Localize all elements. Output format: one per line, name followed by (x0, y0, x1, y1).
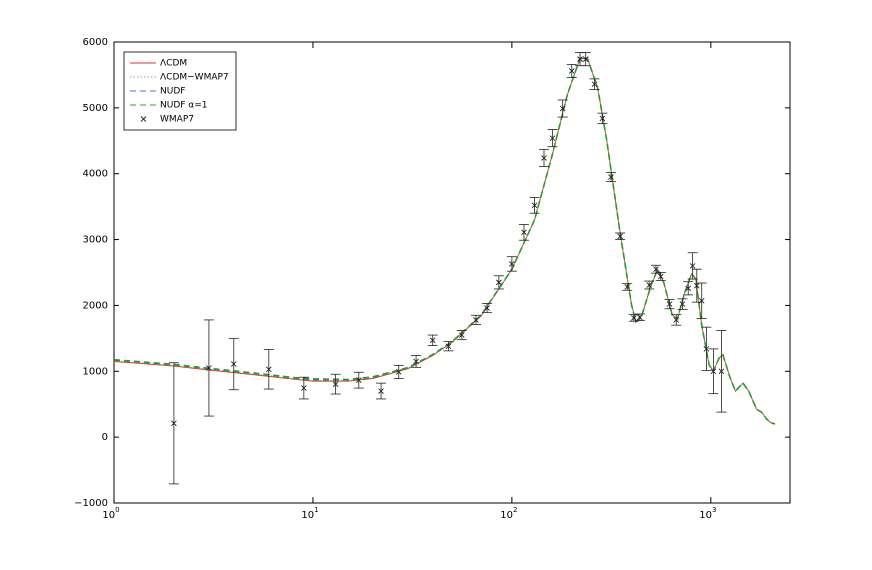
data-point (679, 301, 686, 307)
y-tick-label: 2000 (83, 300, 108, 311)
x-tick-label: 100 (102, 506, 119, 521)
y-tick-label: −1000 (74, 498, 108, 509)
data-point (653, 266, 659, 273)
data-point (206, 365, 212, 371)
x-tick-base: 10 (699, 510, 712, 521)
data-point (693, 282, 700, 289)
data-point (395, 369, 402, 375)
data-point (689, 263, 696, 269)
x-tick-exponent: 1 (314, 506, 318, 514)
data-point (577, 56, 583, 62)
y-tick-label: 3000 (83, 235, 108, 246)
y-tick-label: 6000 (83, 37, 108, 48)
data-point (531, 202, 538, 209)
data-point (429, 337, 436, 344)
legend-label: NUDF α=1 (160, 101, 208, 111)
y-tick-label: 0 (102, 432, 108, 443)
data-point (608, 174, 614, 180)
x-tick-exponent: 3 (712, 506, 716, 514)
data-point (646, 282, 653, 288)
data-point (666, 301, 673, 307)
data-point (599, 115, 606, 122)
data-point (549, 135, 556, 141)
data-point (698, 298, 705, 304)
data-point (171, 420, 177, 427)
data-point (521, 229, 527, 236)
data-point (509, 261, 515, 267)
data-point (445, 343, 452, 350)
x-tick-exponent: 0 (115, 506, 119, 514)
data-point (496, 279, 502, 286)
y-tick-label: 1000 (83, 366, 108, 377)
data-point (637, 314, 643, 321)
x-tick-base: 10 (301, 510, 314, 521)
data-point (617, 233, 623, 240)
data-point (413, 358, 419, 365)
x-tick-label: 101 (301, 506, 318, 521)
data-point (568, 68, 575, 74)
data-point (265, 366, 272, 373)
y-tick-label: 4000 (83, 169, 108, 180)
data-point (473, 317, 479, 323)
data-point (355, 377, 362, 383)
data-point (230, 361, 237, 367)
data-point (582, 56, 589, 62)
data-point (657, 273, 664, 280)
data-point (484, 305, 490, 311)
y-tick-label: 5000 (83, 103, 108, 114)
data-point (685, 285, 692, 292)
x-tick-exponent: 2 (513, 506, 517, 514)
x-tick-label: 103 (699, 506, 716, 521)
data-point (718, 368, 725, 375)
data-point (710, 368, 717, 375)
data-point (703, 346, 710, 352)
legend-label: WMAP7 (160, 115, 194, 125)
data-point (673, 317, 680, 323)
data-point (301, 385, 307, 391)
data-point (332, 381, 339, 387)
legend-marker (140, 116, 147, 122)
data-point (559, 105, 566, 112)
data-point (591, 81, 598, 87)
data-point (624, 284, 631, 290)
x-tick-label: 102 (500, 506, 517, 521)
legend-label: NUDF (160, 87, 185, 97)
data-point (458, 332, 465, 338)
data-point (378, 388, 384, 394)
x-tick-base: 10 (500, 510, 513, 521)
x-tick-base: 10 (102, 510, 115, 521)
legend-label: ΛCDM (160, 59, 187, 69)
data-point (541, 155, 547, 161)
data-point (630, 315, 637, 321)
legend-label: ΛCDM−WMAP7 (160, 73, 229, 83)
